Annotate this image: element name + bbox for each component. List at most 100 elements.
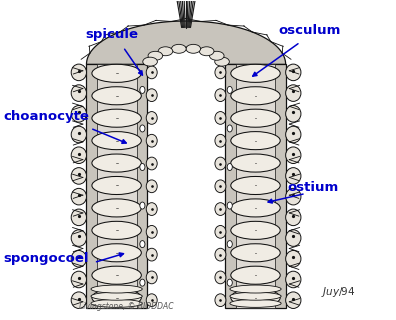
- Ellipse shape: [146, 203, 157, 215]
- Ellipse shape: [215, 180, 226, 193]
- Ellipse shape: [71, 230, 86, 246]
- Ellipse shape: [71, 106, 86, 122]
- Ellipse shape: [215, 271, 226, 284]
- Ellipse shape: [92, 154, 141, 172]
- Ellipse shape: [146, 271, 157, 284]
- Ellipse shape: [158, 47, 173, 56]
- Ellipse shape: [146, 180, 157, 193]
- Ellipse shape: [71, 126, 86, 143]
- Ellipse shape: [231, 109, 280, 127]
- Ellipse shape: [231, 266, 280, 284]
- Ellipse shape: [227, 125, 232, 132]
- Ellipse shape: [140, 164, 145, 171]
- Ellipse shape: [140, 86, 145, 93]
- Polygon shape: [225, 64, 286, 308]
- Ellipse shape: [92, 289, 141, 307]
- Ellipse shape: [286, 85, 301, 101]
- Ellipse shape: [146, 226, 157, 238]
- Ellipse shape: [286, 126, 301, 143]
- Ellipse shape: [143, 57, 157, 66]
- Ellipse shape: [71, 188, 86, 205]
- Ellipse shape: [231, 244, 280, 262]
- Ellipse shape: [71, 147, 86, 164]
- Polygon shape: [97, 64, 137, 308]
- Ellipse shape: [209, 51, 224, 60]
- Ellipse shape: [231, 199, 280, 217]
- Ellipse shape: [286, 209, 301, 226]
- Ellipse shape: [215, 203, 226, 215]
- Ellipse shape: [286, 251, 301, 267]
- Ellipse shape: [71, 271, 86, 288]
- Ellipse shape: [215, 157, 226, 170]
- Ellipse shape: [140, 125, 145, 132]
- Ellipse shape: [92, 109, 141, 127]
- Ellipse shape: [146, 112, 157, 124]
- Ellipse shape: [71, 85, 86, 101]
- Ellipse shape: [286, 188, 301, 205]
- Ellipse shape: [92, 266, 141, 284]
- Polygon shape: [86, 64, 147, 308]
- Ellipse shape: [71, 209, 86, 226]
- Ellipse shape: [231, 132, 280, 150]
- Ellipse shape: [146, 248, 157, 261]
- Ellipse shape: [215, 226, 226, 238]
- Ellipse shape: [286, 292, 301, 308]
- Ellipse shape: [71, 64, 86, 81]
- Ellipse shape: [171, 44, 186, 53]
- Ellipse shape: [231, 154, 280, 172]
- Ellipse shape: [146, 89, 157, 101]
- Ellipse shape: [231, 221, 280, 239]
- Ellipse shape: [215, 134, 226, 147]
- Ellipse shape: [230, 292, 281, 300]
- Ellipse shape: [146, 66, 157, 79]
- Ellipse shape: [186, 44, 201, 53]
- Ellipse shape: [91, 300, 142, 307]
- Ellipse shape: [231, 176, 280, 195]
- Ellipse shape: [286, 230, 301, 246]
- Ellipse shape: [215, 248, 226, 261]
- Ellipse shape: [199, 47, 214, 56]
- Ellipse shape: [146, 134, 157, 147]
- Ellipse shape: [71, 251, 86, 267]
- Ellipse shape: [286, 168, 301, 184]
- Ellipse shape: [227, 241, 232, 248]
- Ellipse shape: [227, 86, 232, 93]
- Text: $\mathit{Juy/94}$: $\mathit{Juy/94}$: [322, 284, 356, 299]
- Ellipse shape: [71, 168, 86, 184]
- Text: choanocyte: choanocyte: [3, 110, 89, 124]
- Ellipse shape: [92, 132, 141, 150]
- Ellipse shape: [91, 285, 142, 293]
- Ellipse shape: [215, 89, 226, 101]
- Text: spongocoel: spongocoel: [4, 252, 89, 265]
- Ellipse shape: [286, 147, 301, 164]
- Ellipse shape: [91, 292, 142, 300]
- Ellipse shape: [92, 199, 141, 217]
- Ellipse shape: [215, 57, 229, 66]
- Ellipse shape: [227, 202, 232, 209]
- Ellipse shape: [92, 176, 141, 195]
- Polygon shape: [236, 64, 276, 308]
- Ellipse shape: [92, 221, 141, 239]
- Ellipse shape: [230, 285, 281, 293]
- Ellipse shape: [92, 244, 141, 262]
- Ellipse shape: [231, 289, 280, 307]
- Ellipse shape: [215, 112, 226, 124]
- Ellipse shape: [140, 241, 145, 248]
- Ellipse shape: [231, 64, 280, 82]
- Polygon shape: [86, 21, 286, 64]
- Ellipse shape: [140, 279, 145, 286]
- Ellipse shape: [71, 292, 86, 308]
- Ellipse shape: [148, 51, 163, 60]
- Ellipse shape: [231, 87, 280, 105]
- Ellipse shape: [286, 64, 301, 81]
- Ellipse shape: [286, 106, 301, 122]
- Ellipse shape: [146, 294, 157, 307]
- Ellipse shape: [286, 271, 301, 288]
- Ellipse shape: [215, 294, 226, 307]
- Text: ostium: ostium: [287, 180, 339, 194]
- Text: osculum: osculum: [278, 24, 341, 37]
- Ellipse shape: [92, 87, 141, 105]
- Ellipse shape: [230, 300, 281, 307]
- Text: spicule: spicule: [86, 28, 139, 41]
- Ellipse shape: [146, 157, 157, 170]
